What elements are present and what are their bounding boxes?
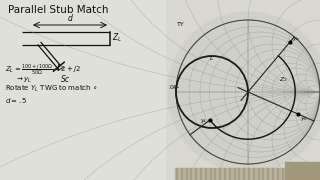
Bar — [285, 162, 320, 180]
Bar — [0, 0, 165, 180]
Bar — [175, 168, 320, 180]
Text: $y_b$: $y_b$ — [300, 115, 308, 123]
Circle shape — [168, 12, 320, 172]
Text: $Z_L$: $Z_L$ — [112, 31, 122, 44]
Text: Rotate $Y_L$ TWG to match $\circ$: Rotate $Y_L$ TWG to match $\circ$ — [5, 84, 98, 94]
Text: Parallel Stub Match: Parallel Stub Match — [8, 5, 108, 15]
Text: $y_a$: $y_a$ — [292, 35, 300, 43]
Text: TY: TY — [177, 22, 185, 27]
Text: $\rightarrow y_L$: $\rightarrow y_L$ — [15, 76, 32, 85]
Text: $y_L$: $y_L$ — [200, 117, 208, 125]
Text: d: d — [68, 14, 72, 23]
Text: $d = .5$: $d = .5$ — [5, 96, 28, 105]
Text: Sc: Sc — [61, 75, 70, 84]
Text: $Z_L = \frac{100+j100\Omega}{50\Omega} = 2+j2$: $Z_L = \frac{100+j100\Omega}{50\Omega} =… — [5, 62, 81, 77]
Text: $Z_2$: $Z_2$ — [279, 75, 288, 84]
Text: L: L — [210, 56, 213, 61]
Text: .05: .05 — [168, 85, 178, 90]
